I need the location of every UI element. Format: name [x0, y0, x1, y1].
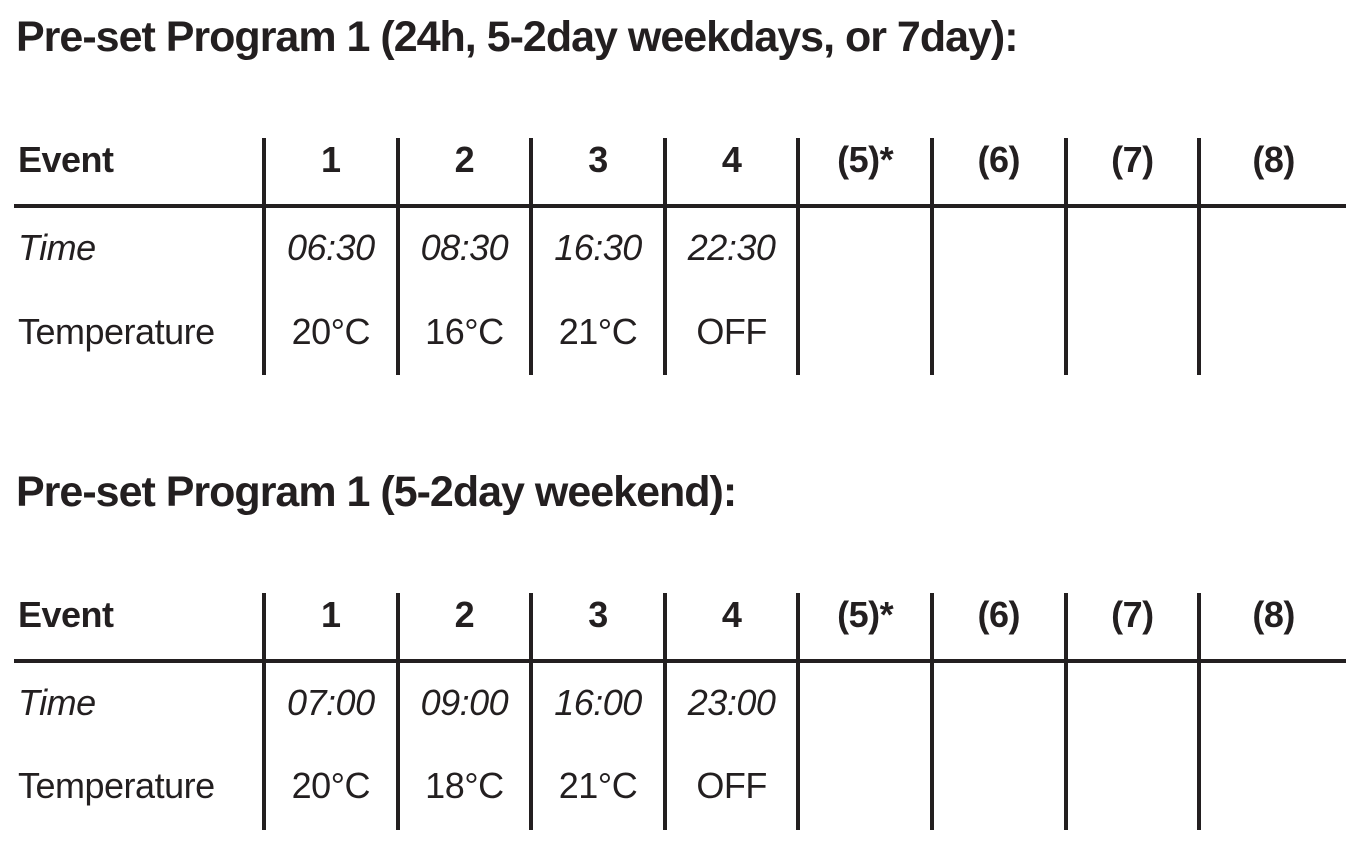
column-header-event-2: 2 — [395, 138, 530, 209]
temperature-empty-cell — [1197, 742, 1346, 830]
time-value-cell: 22:30 — [662, 208, 797, 289]
column-header-event-4: 4 — [662, 592, 797, 663]
time-value-cell: 16:00 — [529, 662, 663, 743]
program-title-weekend: Pre-set Program 1 (5-2day weekend): — [16, 468, 737, 517]
column-header-event-7: (7) — [1063, 592, 1198, 663]
time-empty-cell — [1197, 208, 1346, 289]
temperature-value-cell: 16°C — [395, 288, 530, 376]
column-header-event-7: (7) — [1063, 138, 1198, 209]
column-header-event-3: 3 — [529, 592, 663, 663]
temperature-empty-cell — [1063, 288, 1198, 376]
temperature-value-cell: 20°C — [262, 742, 396, 830]
row-label-time: Time — [18, 227, 96, 269]
temperature-value-cell: 21°C — [529, 742, 663, 830]
time-value-cell: 09:00 — [395, 662, 530, 743]
column-header-event-2: 2 — [395, 592, 530, 663]
column-header-event-4: 4 — [662, 138, 797, 209]
column-header-event: Event — [14, 138, 262, 209]
temperature-empty-cell — [796, 742, 930, 830]
temperature-value-cell: OFF — [662, 288, 797, 376]
column-header-event-5: (5)* — [796, 592, 930, 663]
time-value-cell: 08:30 — [395, 208, 530, 289]
schedule-table-weekdays: Event 1 2 3 4 (5)* (6) (7) (8) Time 06:3… — [14, 138, 1346, 376]
time-value-cell: 23:00 — [662, 662, 797, 743]
temperature-value-cell: 21°C — [529, 288, 663, 376]
temperature-value-cell: OFF — [662, 742, 797, 830]
time-empty-cell — [1197, 662, 1346, 743]
time-value-cell: 07:00 — [262, 662, 396, 743]
temperature-empty-cell — [1197, 288, 1346, 376]
time-value-cell: 06:30 — [262, 208, 396, 289]
time-empty-cell — [929, 208, 1064, 289]
time-empty-cell — [1063, 208, 1198, 289]
row-label-temperature: Temperature — [18, 765, 215, 807]
time-empty-cell — [929, 662, 1064, 743]
temperature-empty-cell — [796, 288, 930, 376]
time-empty-cell — [1063, 662, 1198, 743]
column-header-event-1: 1 — [262, 138, 396, 209]
column-header-event-5: (5)* — [796, 138, 930, 209]
column-header-event-8: (8) — [1197, 138, 1346, 209]
temperature-value-cell: 20°C — [262, 288, 396, 376]
temperature-empty-cell — [929, 742, 1064, 830]
time-empty-cell — [796, 662, 930, 743]
column-header-event-1: 1 — [262, 592, 396, 663]
program-title-weekdays: Pre-set Program 1 (24h, 5-2day weekdays,… — [16, 13, 1019, 61]
temperature-empty-cell — [929, 288, 1064, 376]
column-header-event-6: (6) — [929, 138, 1064, 209]
temperature-empty-cell — [1063, 742, 1198, 830]
schedule-table-weekend: Event 1 2 3 4 (5)* (6) (7) (8) Time 07:0… — [14, 592, 1346, 830]
time-value-cell: 16:30 — [529, 208, 663, 289]
temperature-value-cell: 18°C — [395, 742, 530, 830]
row-label-temperature: Temperature — [18, 310, 215, 352]
column-header-event: Event — [14, 593, 262, 663]
column-header-event-3: 3 — [529, 138, 663, 209]
column-header-event-8: (8) — [1197, 592, 1346, 663]
time-empty-cell — [796, 208, 930, 289]
column-header-event-6: (6) — [929, 592, 1064, 663]
row-label-time: Time — [18, 681, 96, 723]
